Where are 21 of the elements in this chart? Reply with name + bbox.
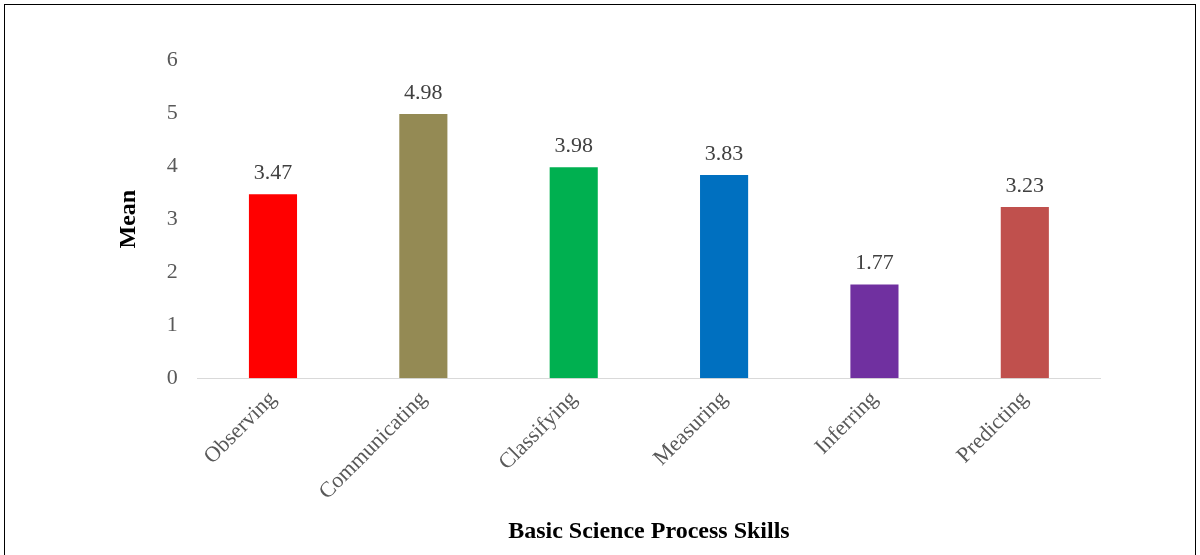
y-tick-label: 0 bbox=[166, 364, 178, 390]
data-label: 3.23 bbox=[1005, 171, 1045, 197]
bar bbox=[248, 194, 298, 379]
bar bbox=[549, 167, 598, 379]
data-label: 3.83 bbox=[704, 139, 744, 165]
y-tick-label: 2 bbox=[166, 257, 178, 283]
y-tick-label: 1 bbox=[166, 311, 178, 337]
y-tick-label: 5 bbox=[166, 98, 178, 124]
y-tick-label: 3 bbox=[166, 204, 178, 230]
data-label: 1.77 bbox=[855, 249, 894, 275]
bar bbox=[399, 114, 448, 379]
bar bbox=[1000, 206, 1049, 379]
y-tick-label: 6 bbox=[166, 45, 178, 71]
data-label: 3.47 bbox=[253, 158, 293, 184]
y-tick-label: 4 bbox=[166, 151, 178, 177]
data-label: 4.98 bbox=[404, 78, 443, 104]
data-label: 3.98 bbox=[554, 131, 593, 157]
bar bbox=[850, 284, 899, 379]
y-axis-title: Mean bbox=[113, 189, 140, 249]
x-axis-title: Basic Science Process Skills bbox=[508, 516, 790, 543]
bar bbox=[700, 175, 749, 379]
